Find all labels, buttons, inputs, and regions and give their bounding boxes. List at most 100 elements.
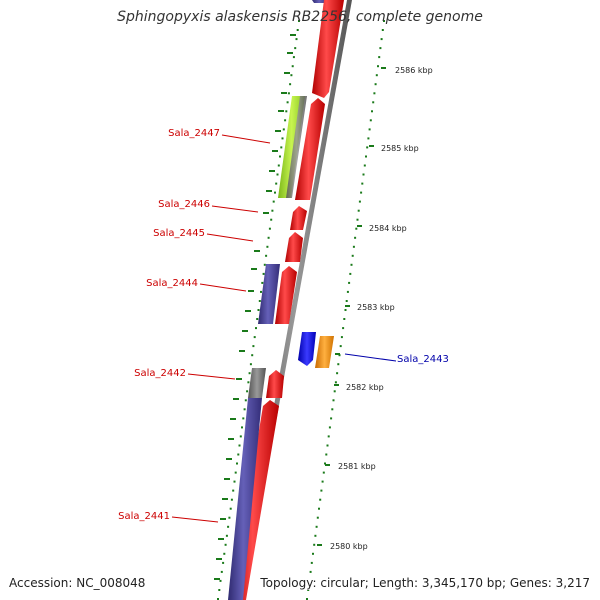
track-dot — [320, 489, 323, 492]
track-dot — [292, 56, 295, 59]
tick-mark — [230, 418, 236, 420]
track-dot — [237, 453, 240, 456]
track-dot — [276, 173, 279, 176]
track-dot — [223, 552, 226, 555]
tick-mark — [284, 72, 290, 74]
track-dot — [267, 236, 270, 239]
gene-label-sala-2446: Sala_2446 — [158, 199, 210, 210]
track-dot — [230, 498, 233, 501]
scale-label-2585: 2585 kbp — [381, 144, 419, 153]
tick-mark — [335, 353, 340, 355]
cds-arrow-top — [312, 0, 344, 98]
cds-arrow-2445 — [285, 232, 303, 262]
track-dot — [348, 281, 351, 284]
track-dot — [239, 435, 242, 438]
track-dot — [285, 110, 288, 113]
track-dot — [309, 570, 312, 573]
track-dot — [312, 552, 314, 555]
track-dot — [338, 354, 341, 357]
track-dot — [286, 101, 289, 104]
tick-mark — [290, 34, 296, 36]
gene-box-2443-orange — [315, 336, 334, 368]
tick-mark — [357, 225, 362, 227]
track-dot — [282, 128, 285, 131]
track-dot — [306, 598, 308, 600]
track-dot — [322, 471, 325, 474]
track-dot — [275, 182, 278, 185]
track-dot — [327, 435, 330, 438]
tick-mark — [278, 110, 284, 112]
track-dot — [343, 318, 346, 320]
track-dot — [298, 20, 300, 22]
track-dot — [314, 534, 317, 537]
track-dot — [352, 245, 355, 248]
tick-mark — [224, 478, 230, 480]
track-dot — [243, 408, 246, 411]
gene-label-sala-2445: Sala_2445 — [153, 228, 205, 239]
track-dot — [328, 426, 331, 429]
track-dot — [356, 218, 359, 221]
track-dot — [224, 543, 227, 546]
track-dot — [271, 209, 274, 212]
track-dot — [296, 29, 299, 31]
tick-mark — [220, 518, 226, 520]
track-dot — [383, 20, 385, 22]
tick-mark — [248, 290, 254, 292]
track-dot — [218, 589, 221, 591]
track-dot — [374, 83, 377, 86]
track-dot — [232, 489, 235, 492]
gene-arrow-2443-blue — [298, 332, 316, 366]
track-dot — [248, 372, 251, 375]
track-dot — [340, 336, 343, 339]
track-dot — [342, 327, 345, 330]
track-dot — [321, 480, 324, 483]
track-dot — [284, 119, 287, 122]
track-dot — [363, 164, 366, 167]
track-dot — [290, 74, 293, 77]
tick-mark — [251, 268, 257, 270]
track-dot — [373, 92, 376, 95]
track-dot — [261, 281, 264, 284]
track-dot — [220, 570, 223, 573]
track-dot — [263, 263, 266, 266]
track-dot — [344, 309, 347, 311]
track-dot — [357, 209, 360, 212]
track-dot — [253, 336, 256, 339]
gene-label-sala-2441: Sala_2441 — [118, 511, 170, 522]
scale-label-2581: 2581 kbp — [338, 462, 376, 471]
track-dot — [260, 290, 262, 293]
tick-mark — [345, 305, 350, 307]
tick-mark — [214, 578, 220, 580]
track-dot — [369, 119, 372, 122]
track-dot — [368, 128, 371, 131]
track-dot — [380, 38, 383, 41]
track-dot — [354, 236, 357, 239]
track-dot — [257, 309, 260, 311]
tick-mark — [275, 130, 281, 132]
track-dot — [294, 47, 297, 50]
track-dot — [274, 191, 276, 194]
track-dot — [379, 47, 382, 50]
track-dot — [241, 426, 243, 429]
tick-mark — [233, 398, 239, 400]
cds-arrow-2446 — [290, 206, 307, 230]
tick-mark — [325, 464, 330, 466]
track-dot — [318, 507, 320, 510]
tick-mark — [245, 310, 251, 312]
track-dot — [310, 561, 313, 564]
track-dot — [371, 110, 373, 113]
track-dot — [336, 372, 339, 375]
track-dot — [366, 146, 369, 149]
tick-mark — [369, 145, 374, 147]
gene-labels: Sala_2447 Sala_2446 Sala_2445 Sala_2444 … — [118, 128, 449, 522]
scale-labels: 2586 kbp 2585 kbp 2584 kbp 2583 kbp 2582… — [330, 66, 433, 551]
cds-arrow-2442 — [266, 370, 284, 398]
gene-label-sala-2444: Sala_2444 — [146, 278, 198, 289]
scale-label-2582: 2582 kbp — [346, 383, 384, 392]
track-dot — [246, 390, 249, 393]
track-dot — [377, 65, 379, 68]
track-dot — [355, 227, 358, 230]
track-dot — [270, 218, 273, 221]
tick-mark — [218, 538, 224, 540]
tick-mark — [216, 558, 222, 560]
